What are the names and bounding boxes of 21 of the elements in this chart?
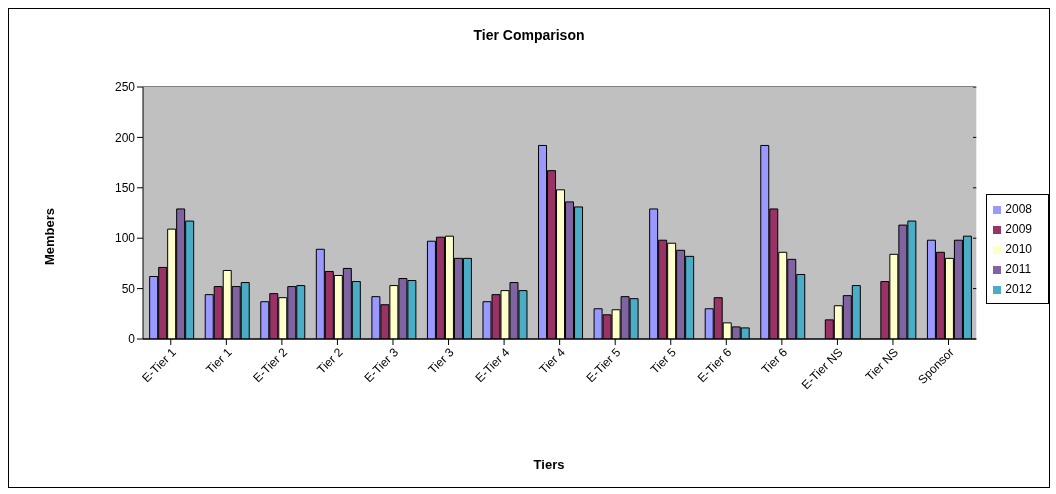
x-tick-label: Tier 4	[536, 345, 569, 377]
legend-label: 2011	[1005, 262, 1032, 276]
y-tick-label: 50	[121, 281, 136, 296]
x-tick-label: Tier 3	[425, 345, 457, 377]
chart-title: Tier Comparison	[472, 27, 586, 43]
y-axis-title: Members	[41, 206, 57, 268]
x-axis-title: Tiers	[532, 457, 566, 472]
legend-label: 2008	[1005, 202, 1032, 216]
legend-label: 2009	[1005, 222, 1032, 236]
y-tick-label: 0	[128, 332, 136, 347]
y-tick-label: 100	[114, 231, 136, 246]
legend-label: 2010	[1005, 242, 1032, 256]
x-tick-label: Tier 2	[314, 345, 346, 377]
y-tick-label: 250	[114, 80, 136, 95]
x-tick-label: Tier NS	[862, 345, 902, 384]
x-tick-label: Tier 1	[203, 345, 235, 377]
legend-label: 2012	[1005, 282, 1032, 296]
y-tick-label: 150	[114, 181, 136, 196]
x-tick-label: Tier 6	[758, 345, 791, 377]
y-tick-label: 200	[114, 130, 136, 145]
x-tick-label: Tier 5	[647, 345, 680, 377]
